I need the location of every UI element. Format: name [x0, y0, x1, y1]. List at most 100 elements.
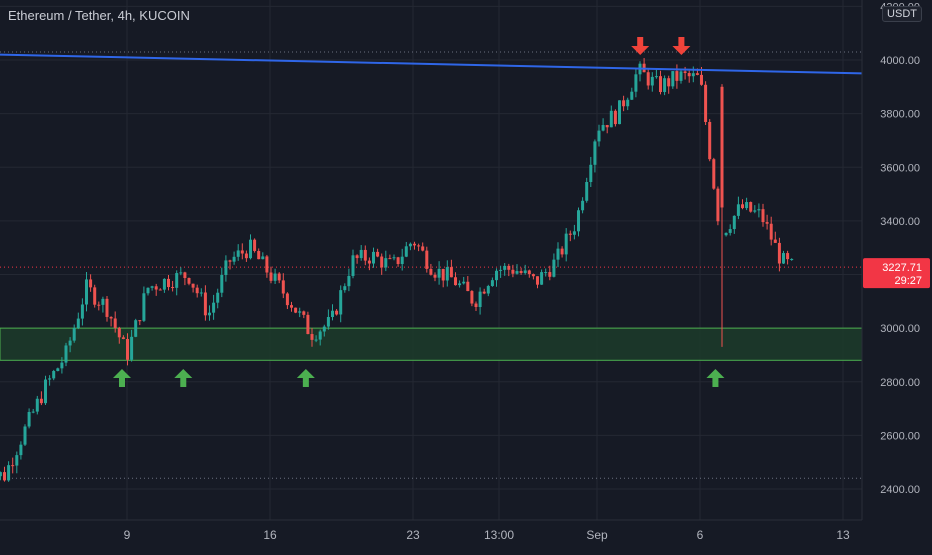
candle-body — [671, 71, 675, 87]
candle-body — [687, 73, 691, 77]
candle-body — [244, 253, 248, 259]
candle-body — [568, 233, 572, 235]
price-tick-label: 2400.00 — [880, 484, 920, 496]
candle-body — [23, 426, 27, 445]
candle-body — [441, 268, 445, 281]
candle-body — [146, 287, 150, 294]
candle-body — [76, 318, 80, 329]
time-tick-label: 23 — [406, 528, 420, 542]
candle-body — [486, 286, 490, 294]
candle-body — [548, 272, 552, 277]
candle-body — [425, 250, 429, 269]
candle-body — [384, 258, 388, 268]
support-arrow-up-icon — [706, 369, 725, 387]
candle-body — [564, 233, 568, 255]
candle-body — [708, 121, 712, 160]
candle-body — [19, 444, 23, 456]
candle-body — [85, 279, 88, 305]
candle-body — [179, 272, 183, 274]
candle-body — [761, 209, 765, 223]
price-tick-label: 3000.00 — [880, 323, 920, 335]
candle-body — [228, 260, 232, 262]
price-tick-label: 2600.00 — [880, 430, 920, 442]
candle-body — [589, 164, 593, 182]
candle-body — [691, 73, 695, 77]
candle-body — [257, 250, 261, 260]
candle-body — [142, 293, 146, 321]
support-arrow-up-icon — [113, 369, 131, 387]
candle-body — [720, 86, 724, 208]
candle-body — [261, 256, 265, 260]
candle-body — [593, 141, 597, 165]
candle-body — [622, 100, 626, 107]
resistance-arrow-down-icon — [672, 37, 691, 55]
candle-body — [130, 336, 134, 360]
candle-body — [437, 268, 441, 278]
candle-body — [101, 298, 105, 305]
candle-body — [56, 368, 60, 371]
candle-body — [745, 202, 749, 209]
candle-body — [150, 286, 154, 288]
candle-body — [790, 258, 794, 260]
candle-body — [167, 278, 170, 288]
candle-body — [117, 327, 121, 338]
candle-body — [433, 274, 437, 278]
candle-body — [220, 274, 224, 293]
candle-body — [618, 100, 621, 125]
currency-badge[interactable]: USDT — [882, 6, 922, 22]
candle-body — [527, 270, 531, 275]
trendline — [0, 53, 863, 75]
candle-body — [212, 302, 216, 313]
candle-body — [249, 239, 252, 259]
candle-body — [728, 229, 732, 233]
candle-body — [724, 232, 728, 236]
candle-body — [52, 370, 56, 379]
candle-body — [421, 246, 425, 251]
candle-body — [290, 305, 293, 308]
candle-body — [408, 243, 412, 247]
candle-body — [121, 337, 125, 339]
candle-body — [162, 278, 166, 290]
candle-body — [462, 281, 466, 284]
candle-body — [93, 287, 97, 305]
candle-body — [126, 338, 129, 360]
candle-body — [7, 465, 11, 481]
candle-body — [318, 331, 322, 340]
candle-body — [97, 304, 101, 306]
candle-body — [294, 307, 298, 313]
candle-body — [495, 270, 498, 281]
time-tick-label: 13 — [836, 528, 850, 542]
price-tick-label: 3400.00 — [880, 216, 920, 228]
candle-body — [601, 125, 605, 131]
candle-body — [216, 292, 220, 303]
candle-body — [343, 286, 347, 291]
candle-body — [154, 286, 158, 290]
candle-body — [187, 278, 191, 284]
chart-title: Ethereum / Tether, 4h, KUCOIN — [8, 8, 190, 23]
candle-body — [417, 245, 421, 247]
candle-body — [454, 277, 457, 286]
candle-body — [298, 311, 302, 313]
last-price-tag — [863, 258, 930, 289]
candle-body — [236, 250, 240, 257]
resistance-arrow-down-icon — [631, 37, 650, 55]
candle-body — [396, 257, 400, 265]
candle-body — [306, 314, 310, 335]
candle-body — [544, 272, 548, 274]
candle-body — [704, 84, 708, 122]
candle-body — [556, 248, 560, 260]
candle-body — [392, 257, 396, 259]
candle-body — [683, 71, 687, 74]
price-tick-label: 3800.00 — [880, 109, 920, 121]
candle-body — [171, 287, 175, 289]
candle-body — [536, 276, 539, 285]
time-tick-label: 9 — [124, 528, 131, 542]
candle-body — [634, 74, 638, 92]
bar-countdown-label: 29:27 — [894, 275, 922, 287]
candle-body — [458, 283, 462, 286]
candle-body — [302, 311, 306, 315]
candle-body — [429, 268, 433, 275]
time-tick-label: Sep — [586, 528, 608, 542]
